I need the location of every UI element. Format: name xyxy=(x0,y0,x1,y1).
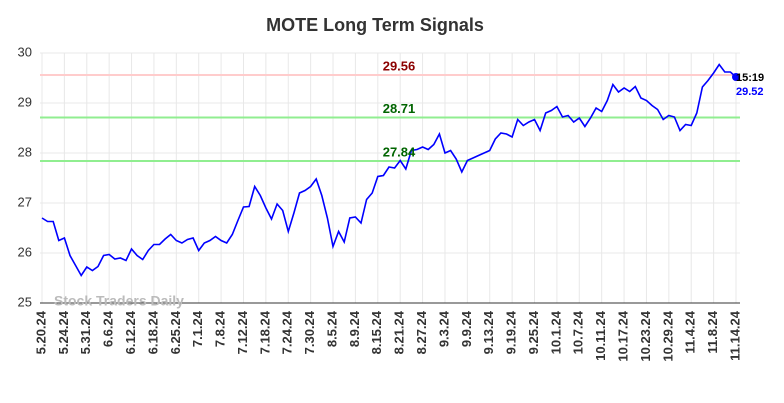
signal-label: 29.56 xyxy=(383,58,416,73)
x-tick-label: 11.4.24 xyxy=(683,310,698,353)
x-tick-label: 9.9.24 xyxy=(459,310,474,347)
price-line xyxy=(41,63,737,278)
x-tick-label: 7.12.24 xyxy=(235,310,250,354)
x-tick-label: 8.21.24 xyxy=(392,310,407,354)
x-tick-label: 5.20.24 xyxy=(33,310,48,354)
x-tick-label: 7.18.24 xyxy=(257,310,272,354)
x-tick-label: 6.25.24 xyxy=(168,310,183,354)
x-tick-label: 7.24.24 xyxy=(280,310,295,354)
y-tick-label: 28 xyxy=(18,144,32,159)
y-tick-label: 27 xyxy=(18,194,32,209)
x-tick-label: 9.25.24 xyxy=(526,310,541,354)
x-tick-label: 9.19.24 xyxy=(504,310,519,354)
x-tick-label: 9.3.24 xyxy=(436,310,451,347)
x-tick-label: 10.1.24 xyxy=(548,310,563,354)
y-tick-label: 30 xyxy=(18,44,32,59)
x-tick-label: 10.7.24 xyxy=(571,310,586,354)
last-point xyxy=(732,73,740,81)
x-tick-label: 6.18.24 xyxy=(145,310,160,354)
x-tick-label: 9.13.24 xyxy=(481,310,496,354)
x-tick-label: 10.23.24 xyxy=(638,310,653,361)
x-tick-label: 10.17.24 xyxy=(616,310,631,361)
x-tick-label: 10.11.24 xyxy=(593,310,608,361)
signal-label: 27.84 xyxy=(383,144,416,159)
x-tick-label: 8.5.24 xyxy=(324,310,339,347)
x-tick-label: 7.1.24 xyxy=(190,310,205,347)
x-tick-label: 7.30.24 xyxy=(302,310,317,354)
x-tick-label: 5.24.24 xyxy=(56,310,71,354)
signal-label: 28.71 xyxy=(383,101,416,116)
x-tick-label: 7.8.24 xyxy=(213,310,228,347)
x-tick-label: 10.29.24 xyxy=(660,310,675,361)
chart-title: MOTE Long Term Signals xyxy=(266,15,484,35)
x-tick-label: 8.9.24 xyxy=(347,310,362,347)
watermark: Stock Traders Daily xyxy=(54,293,184,309)
x-tick-label: 8.27.24 xyxy=(414,310,429,354)
y-tick-label: 29 xyxy=(18,94,32,109)
x-tick-label: 11.8.24 xyxy=(705,310,720,353)
y-tick-label: 25 xyxy=(18,294,32,309)
x-tick-label: 5.31.24 xyxy=(78,310,93,354)
x-tick-label: 6.6.24 xyxy=(101,310,116,347)
x-tick-label: 6.12.24 xyxy=(123,310,138,354)
last-time: 15:19 xyxy=(736,72,764,84)
x-tick-label: 8.15.24 xyxy=(369,310,384,354)
last-value: 29.52 xyxy=(736,86,764,98)
x-tick-label: 11.14.24 xyxy=(727,310,742,361)
y-tick-label: 26 xyxy=(18,244,32,259)
